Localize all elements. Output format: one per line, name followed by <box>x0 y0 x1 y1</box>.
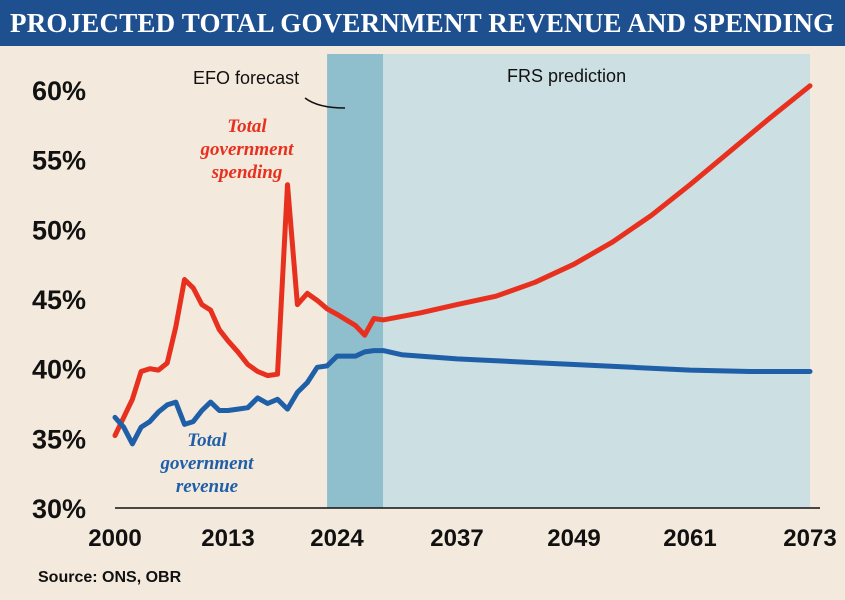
x-tick-label: 2024 <box>310 525 364 552</box>
x-tick-label: 2061 <box>663 525 716 552</box>
y-tick-label: 40% <box>32 355 86 385</box>
frs-prediction-label: FRS prediction <box>507 66 626 86</box>
chart-area: EFO forecast FRS prediction 30% 35% 40% 45% 50… <box>32 54 837 552</box>
y-tick-label: 45% <box>32 285 86 315</box>
y-tick-label: 50% <box>32 215 86 245</box>
revenue-annotation-line: government <box>160 453 255 474</box>
y-tick-label: 30% <box>32 494 86 524</box>
chart-title: PROJECTED TOTAL GOVERNMENT REVENUE AND S… <box>0 0 845 46</box>
y-tick-label: 55% <box>32 146 86 176</box>
series-line-spending <box>112 83 813 438</box>
spending-annotation-line: government <box>200 139 295 160</box>
x-tick-label: 2000 <box>88 525 141 552</box>
region-frs-prediction <box>383 54 810 508</box>
x-tick-label: 2037 <box>430 525 483 552</box>
y-tick-label: 60% <box>32 76 86 106</box>
x-tick-label: 2073 <box>783 525 836 552</box>
series-line-revenue <box>112 348 813 447</box>
revenue-annotation-line: revenue <box>176 476 239 497</box>
efo-forecast-label: EFO forecast <box>193 68 299 88</box>
spending-annotation-line: Total <box>227 116 267 137</box>
source-note: Source: ONS, OBR <box>38 569 182 586</box>
x-tick-label: 2049 <box>547 525 600 552</box>
region-efo-forecast <box>327 54 384 508</box>
y-tick-label: 35% <box>32 424 86 454</box>
x-tick-label: 2013 <box>201 525 254 552</box>
revenue-annotation-line: Total <box>187 430 227 451</box>
efo-leader-line <box>304 97 346 109</box>
spending-annotation-line: spending <box>211 162 283 183</box>
